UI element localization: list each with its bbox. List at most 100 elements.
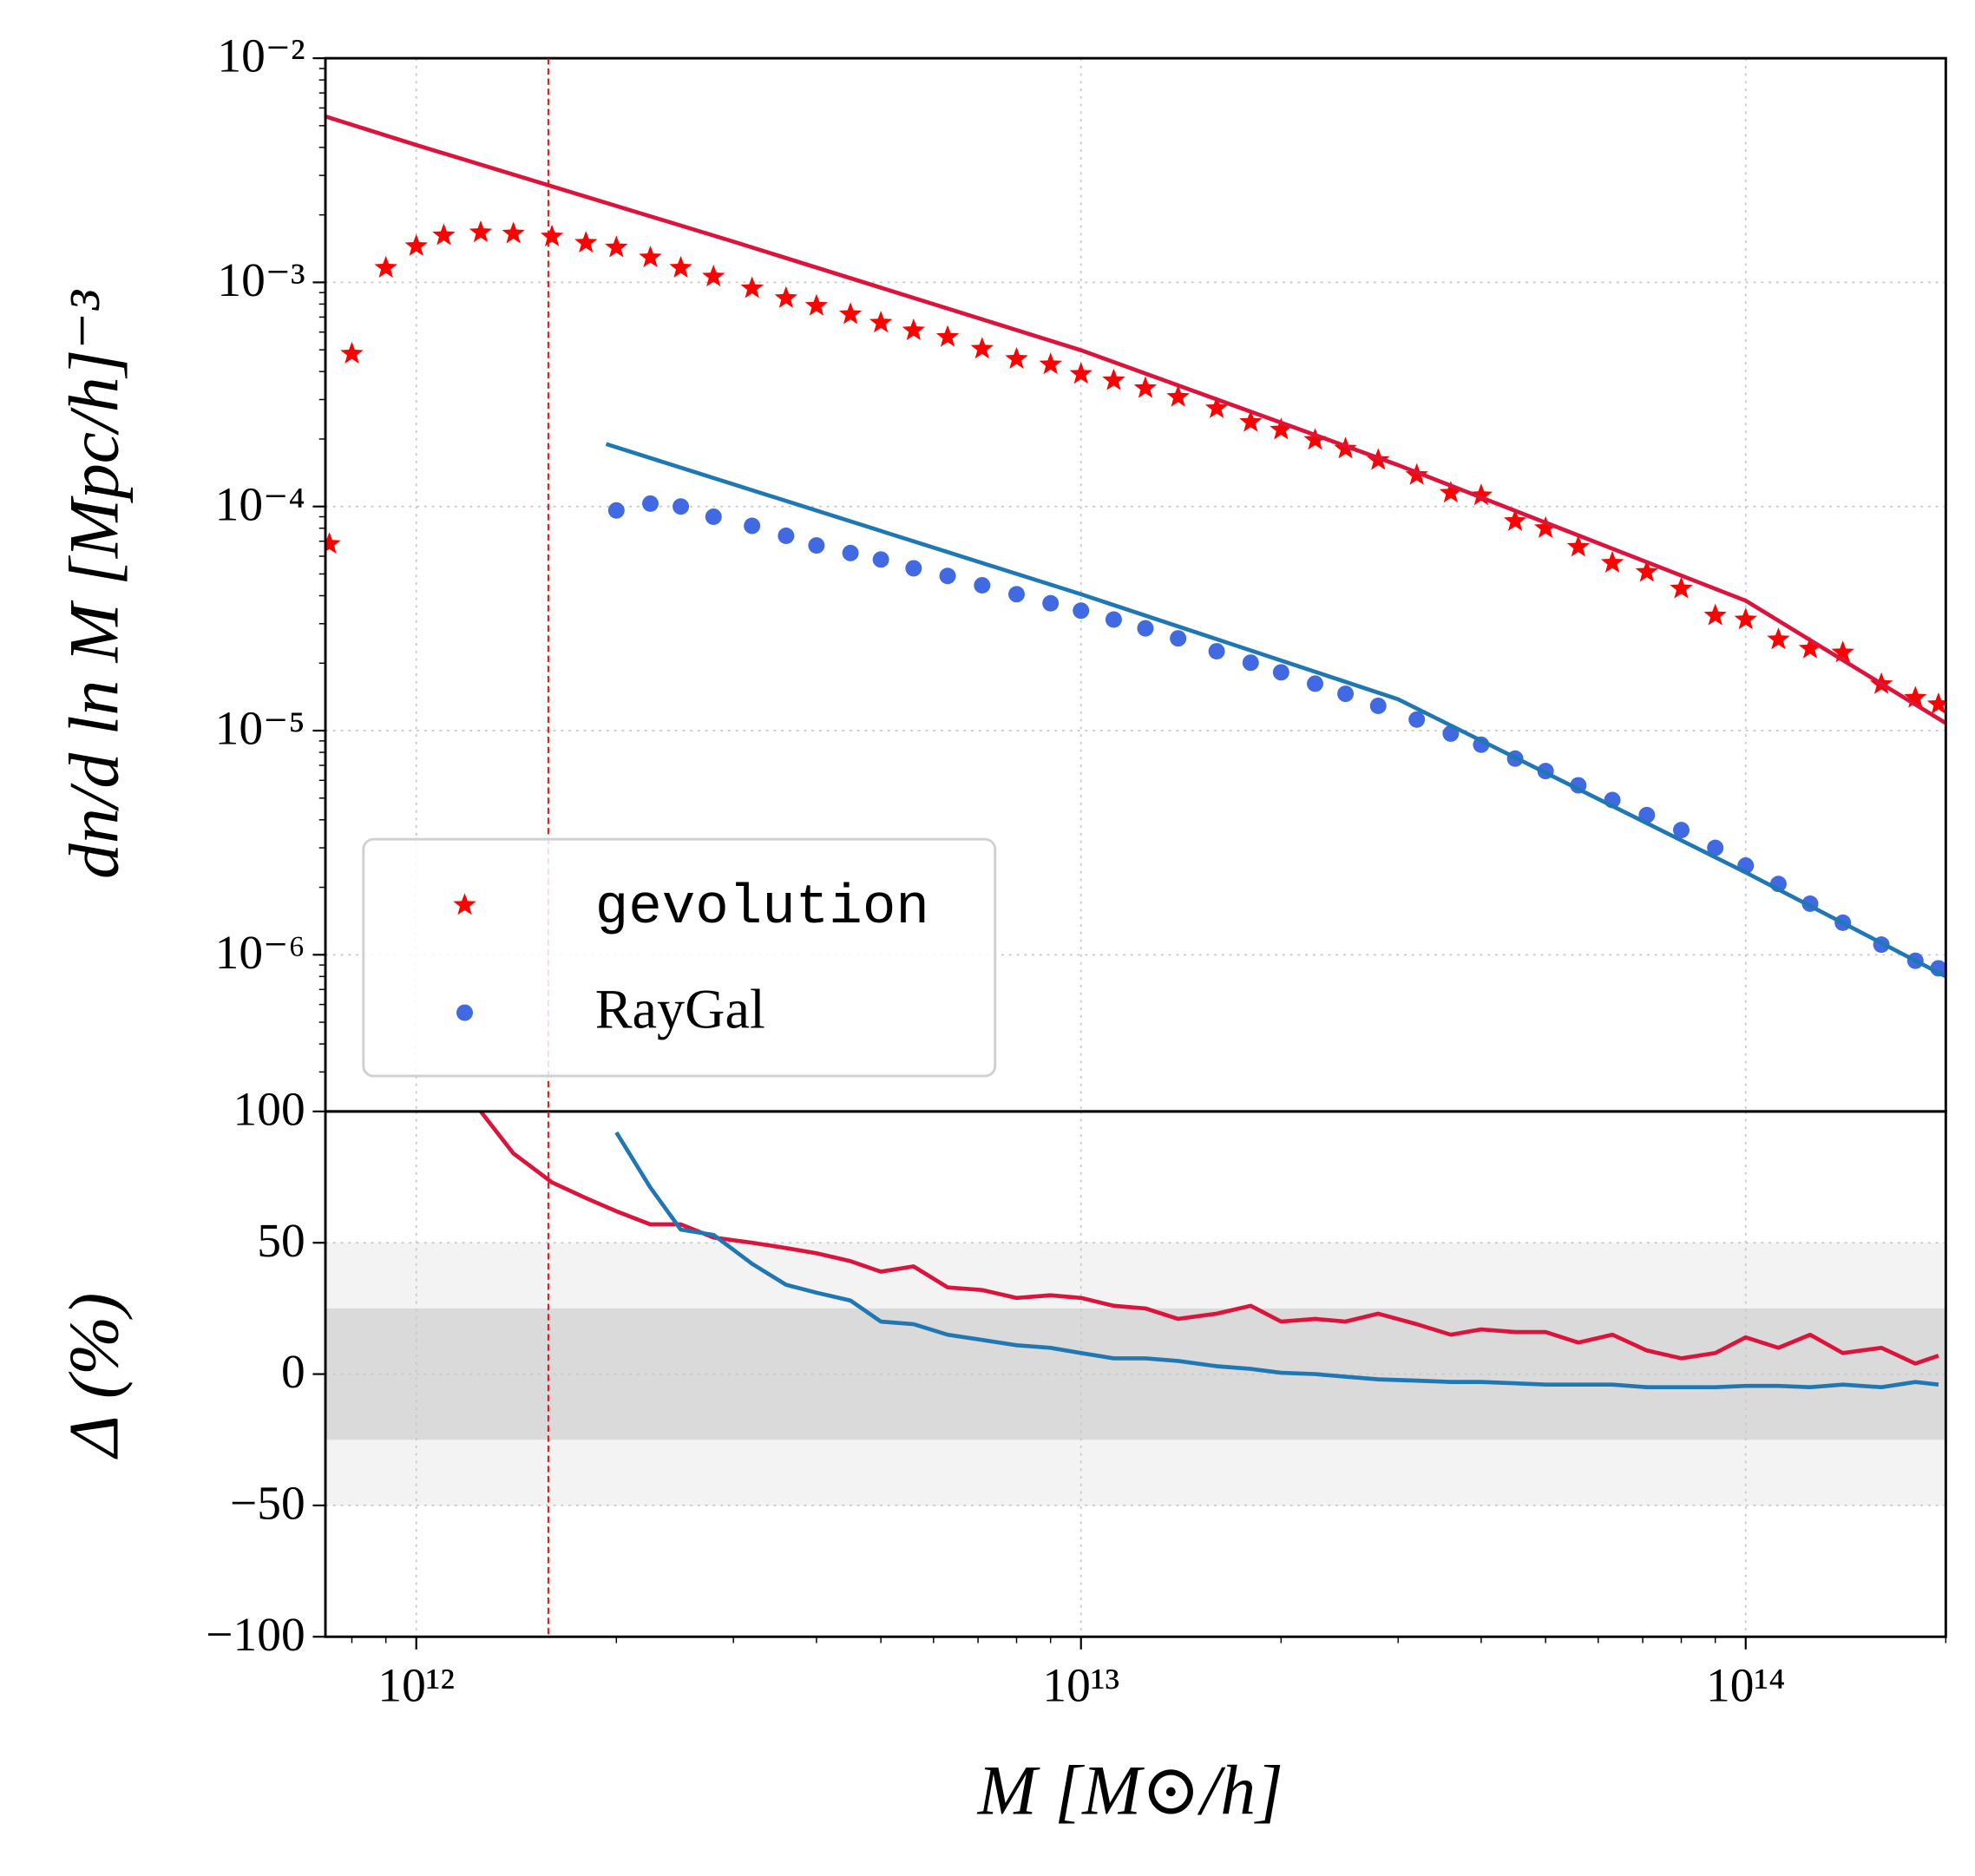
y-tick-label: 0 bbox=[281, 1345, 305, 1398]
line bbox=[614, 1131, 1939, 1390]
star-point bbox=[1904, 685, 1927, 708]
grids bbox=[325, 57, 1946, 1638]
x-axis-label: M [M⊙/h] bbox=[977, 1750, 1283, 1829]
star-point bbox=[1767, 627, 1790, 650]
star-point bbox=[639, 245, 662, 268]
circle-point bbox=[1272, 664, 1289, 681]
star-point bbox=[869, 311, 893, 333]
data bbox=[325, 114, 1946, 1390]
circle-point bbox=[842, 544, 859, 561]
star-point bbox=[540, 224, 564, 246]
star-point bbox=[325, 532, 341, 554]
star-point bbox=[1102, 368, 1125, 390]
star-point bbox=[1703, 603, 1727, 626]
circle-point bbox=[1369, 697, 1387, 714]
circle-point bbox=[1042, 594, 1060, 612]
y-tick-label: −50 bbox=[230, 1477, 305, 1530]
line bbox=[605, 442, 1946, 979]
axes: 10⁻² 10⁻³ 10⁻⁴ 10⁻⁵ 10⁻⁶ −100 −50 0 50 100 10¹² 10¹… bbox=[206, 30, 1947, 1711]
legend-marker bbox=[456, 1004, 473, 1021]
star-point bbox=[605, 235, 628, 258]
star-point bbox=[1270, 417, 1293, 440]
circle-point bbox=[1073, 602, 1090, 620]
star-point bbox=[1635, 560, 1658, 582]
y-tick-label: 10⁻⁵ bbox=[215, 702, 305, 755]
star-point bbox=[404, 233, 428, 256]
star-point bbox=[774, 285, 798, 308]
circle-point bbox=[1008, 586, 1025, 603]
star-point bbox=[804, 293, 829, 316]
circle-point bbox=[808, 537, 825, 554]
star-point bbox=[1670, 576, 1693, 599]
legend-label: RayGal bbox=[595, 979, 765, 1040]
star-point bbox=[1926, 692, 1946, 714]
star-point bbox=[1831, 640, 1854, 663]
y-tick-label: 10⁻³ bbox=[217, 253, 305, 306]
circle-point bbox=[642, 495, 659, 512]
star-point bbox=[502, 221, 525, 244]
star-point bbox=[935, 325, 960, 347]
y-tick-label: 10⁻⁶ bbox=[215, 926, 305, 979]
star-point bbox=[1734, 607, 1757, 630]
circle-point bbox=[939, 567, 956, 585]
circle-point bbox=[1137, 620, 1154, 637]
band bbox=[325, 1308, 1946, 1440]
x-tick-label: 10¹³ bbox=[1042, 1658, 1119, 1711]
star-point bbox=[669, 255, 692, 278]
y-tick-label: 100 bbox=[233, 1082, 305, 1135]
y-axis-label: Δ (%) bbox=[55, 1293, 134, 1459]
star-point bbox=[1166, 384, 1190, 407]
legend-label: gevolution bbox=[595, 877, 929, 940]
star-point bbox=[1239, 410, 1263, 432]
star-point bbox=[1600, 550, 1624, 573]
star-point bbox=[740, 276, 764, 298]
circle-point bbox=[705, 508, 722, 526]
star-point bbox=[469, 220, 493, 243]
y-axis-label: dn/d ln M [Mpc/h]⁻³ bbox=[55, 290, 134, 879]
circle-point bbox=[1307, 675, 1323, 692]
circle-point bbox=[778, 528, 795, 544]
line bbox=[479, 1111, 1939, 1366]
circle-point bbox=[1408, 711, 1426, 728]
plot-frame bbox=[324, 1110, 1947, 1638]
star-point bbox=[1469, 483, 1493, 506]
y-tick-label: 50 bbox=[257, 1214, 305, 1267]
circle-point bbox=[872, 551, 889, 568]
star-point bbox=[1439, 481, 1463, 503]
x-tick-label: 10¹⁴ bbox=[1706, 1658, 1785, 1711]
circle-point bbox=[1707, 839, 1724, 856]
star-point bbox=[902, 318, 926, 341]
circle-point bbox=[1105, 611, 1122, 628]
circle-point bbox=[1242, 654, 1259, 672]
star-point bbox=[1503, 508, 1527, 531]
legend-box bbox=[362, 837, 997, 1078]
circle-point bbox=[1673, 822, 1690, 839]
backgrounds bbox=[325, 1243, 1946, 1505]
y-tick-label: 10⁻⁴ bbox=[215, 477, 305, 530]
legend: gevolution RayGal bbox=[362, 837, 997, 1078]
star-point bbox=[1303, 428, 1327, 450]
star-point bbox=[1005, 346, 1028, 369]
star-point bbox=[1133, 376, 1158, 398]
circle-point bbox=[1170, 630, 1187, 647]
star-point bbox=[340, 341, 364, 364]
x-tick-label: 10¹² bbox=[377, 1658, 455, 1711]
star-point bbox=[702, 265, 725, 287]
legend-marker bbox=[453, 893, 476, 915]
circle-point bbox=[607, 502, 625, 519]
y-tick-label: 10⁻² bbox=[217, 30, 305, 82]
star-point bbox=[970, 337, 994, 359]
star-point bbox=[432, 223, 456, 246]
star-point bbox=[1204, 396, 1229, 418]
circle-point bbox=[673, 498, 690, 515]
circle-point bbox=[744, 517, 761, 535]
star-point bbox=[1533, 515, 1558, 538]
star-point bbox=[574, 231, 598, 253]
star-point bbox=[1798, 636, 1822, 659]
circle-point bbox=[1337, 685, 1355, 703]
circle-point bbox=[974, 577, 991, 594]
star-point bbox=[1039, 352, 1062, 375]
star-point bbox=[1069, 362, 1092, 384]
star-point bbox=[374, 255, 397, 278]
